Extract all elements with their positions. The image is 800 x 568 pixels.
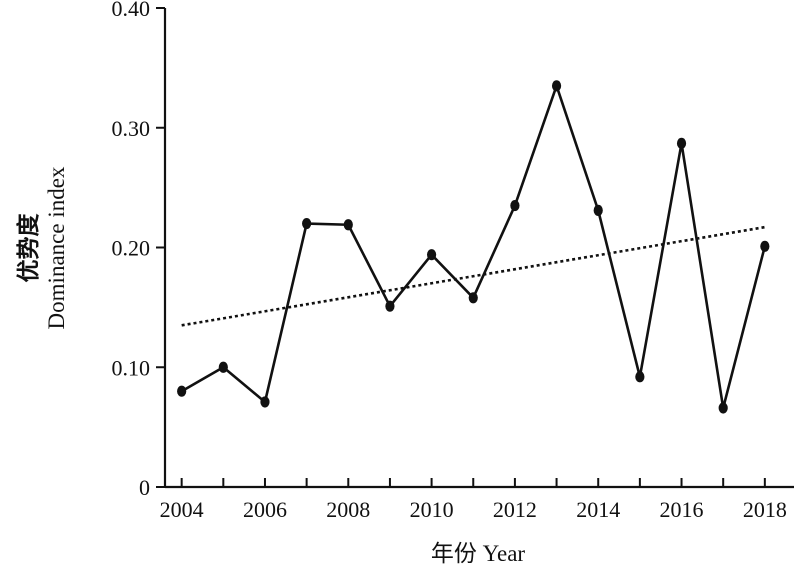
tick-marks: [156, 7, 766, 488]
trendline-group: [181, 225, 766, 327]
x-tick-label: 2004: [160, 497, 204, 522]
data-point: [385, 300, 395, 312]
tick-labels: 0 0.10 0.20 0.30 0.40 2004 2006 2008 2010 2012 201…: [112, 0, 787, 522]
data-point: [635, 371, 645, 383]
data-point: [676, 137, 687, 149]
data-point: [760, 240, 770, 252]
y-axis-title-cn: 优势度: [15, 213, 41, 283]
trendline: [181, 225, 766, 327]
data-point: [426, 249, 437, 261]
axis-titles: 年份 Year 优势度 Dominance index: [15, 166, 525, 566]
data-point: [468, 292, 478, 304]
x-tick-label: 2008: [326, 497, 370, 522]
data-point: [177, 385, 187, 397]
series-line: [181, 84, 767, 410]
data-point: [302, 217, 312, 230]
series-group: [177, 80, 770, 414]
x-tick-label: 2012: [493, 497, 537, 522]
y-tick-label: 0.20: [112, 236, 151, 261]
y-axis-title-en: Dominance index: [44, 166, 69, 329]
data-point: [510, 199, 520, 212]
x-axis-title: 年份 Year: [431, 541, 525, 566]
x-tick-label: 2006: [243, 497, 287, 522]
x-tick-label: 2014: [576, 497, 620, 522]
data-point: [551, 80, 562, 92]
data-point: [593, 204, 603, 216]
x-tick-label: 2018: [743, 497, 787, 522]
y-tick-label: 0.10: [112, 355, 151, 380]
x-tick-label: 2010: [410, 497, 454, 522]
data-point: [718, 402, 728, 414]
data-point: [218, 361, 228, 373]
y-tick-label: 0.30: [112, 116, 151, 141]
data-point: [343, 219, 353, 231]
axes: [163, 8, 794, 489]
x-tick-label: 2016: [660, 497, 704, 522]
y-tick-label: 0.40: [112, 0, 151, 21]
y-tick-label: 0: [139, 475, 150, 500]
data-point: [260, 396, 270, 408]
